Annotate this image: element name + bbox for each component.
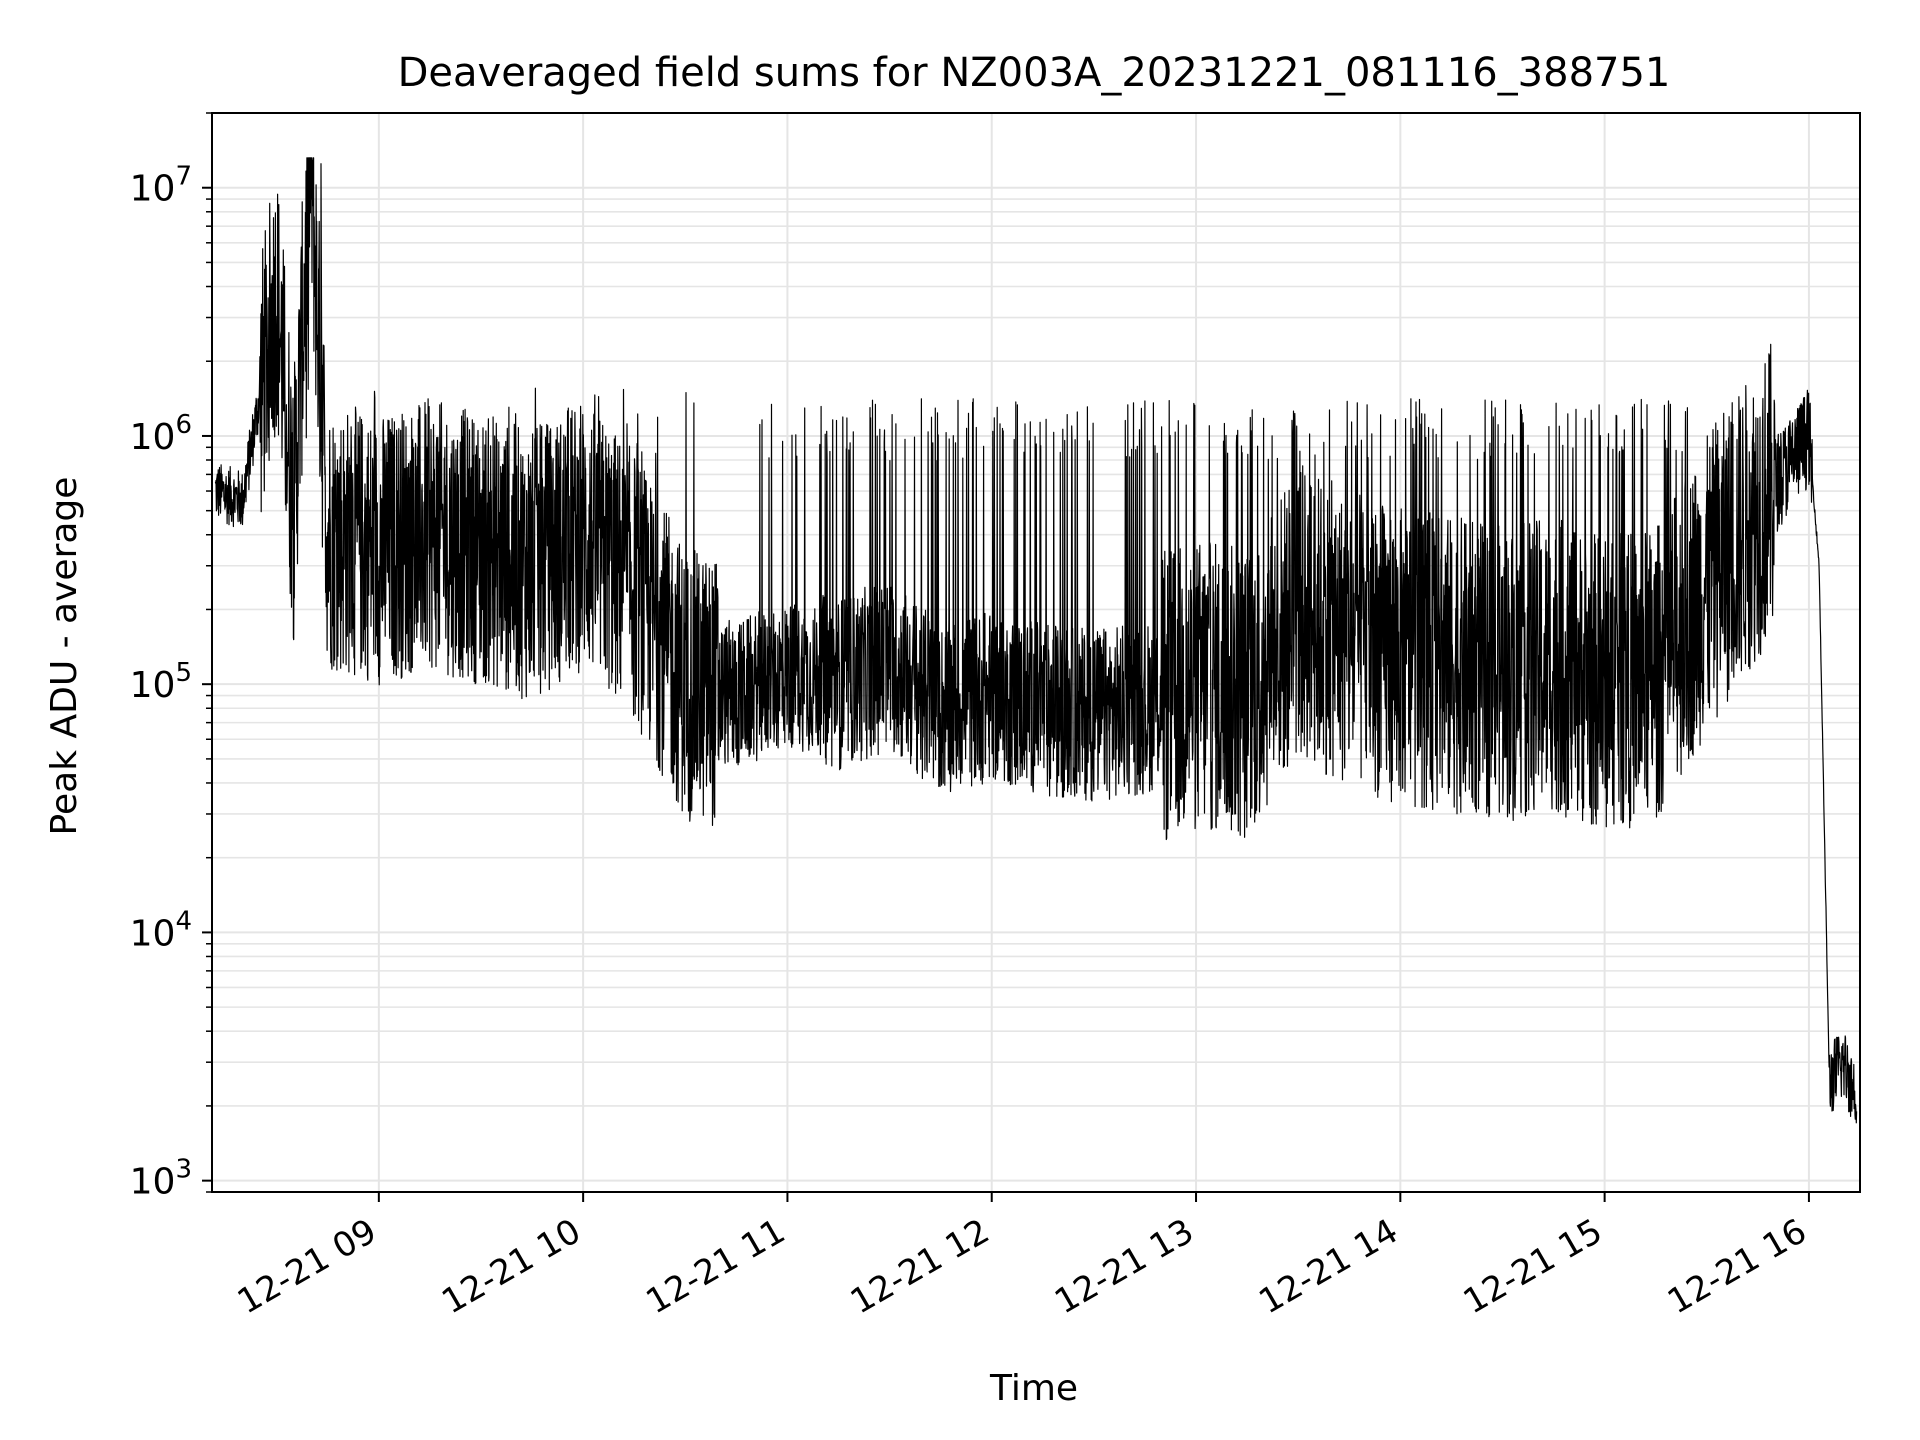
x-tick-label: 12-21 15 — [1457, 1211, 1609, 1322]
x-tick-label: 12-21 10 — [435, 1211, 587, 1322]
y-axis-label: Peak ADU - average — [44, 477, 85, 836]
x-tick-label: 12-21 16 — [1661, 1211, 1813, 1322]
y-tick-label: 106 — [130, 410, 192, 458]
x-tick-label: 12-21 13 — [1048, 1211, 1200, 1322]
x-axis: 12-21 09 12-21 10 12-21 11 12-21 12 12-21 13… — [231, 1192, 1813, 1322]
x-axis-label: Time — [989, 1368, 1078, 1409]
y-tick-label: 107 — [130, 162, 192, 210]
y-tick-label: 103 — [130, 1155, 192, 1203]
y-axis: 103 104 105 106 107 — [130, 112, 212, 1203]
x-tick-label: 12-21 14 — [1252, 1211, 1404, 1322]
trace-layer — [214, 157, 1858, 1124]
y-tick-label: 105 — [130, 658, 192, 706]
series-line — [214, 157, 1858, 1124]
y-tick-label: 104 — [130, 906, 192, 954]
x-tick-label: 12-21 11 — [640, 1211, 792, 1322]
plot-frame — [211, 112, 1861, 1193]
x-tick-label: 12-21 12 — [844, 1211, 996, 1322]
x-tick-label: 12-21 09 — [231, 1211, 383, 1322]
chart-title: Deaveraged field sums for NZ003A_2023122… — [398, 50, 1671, 96]
